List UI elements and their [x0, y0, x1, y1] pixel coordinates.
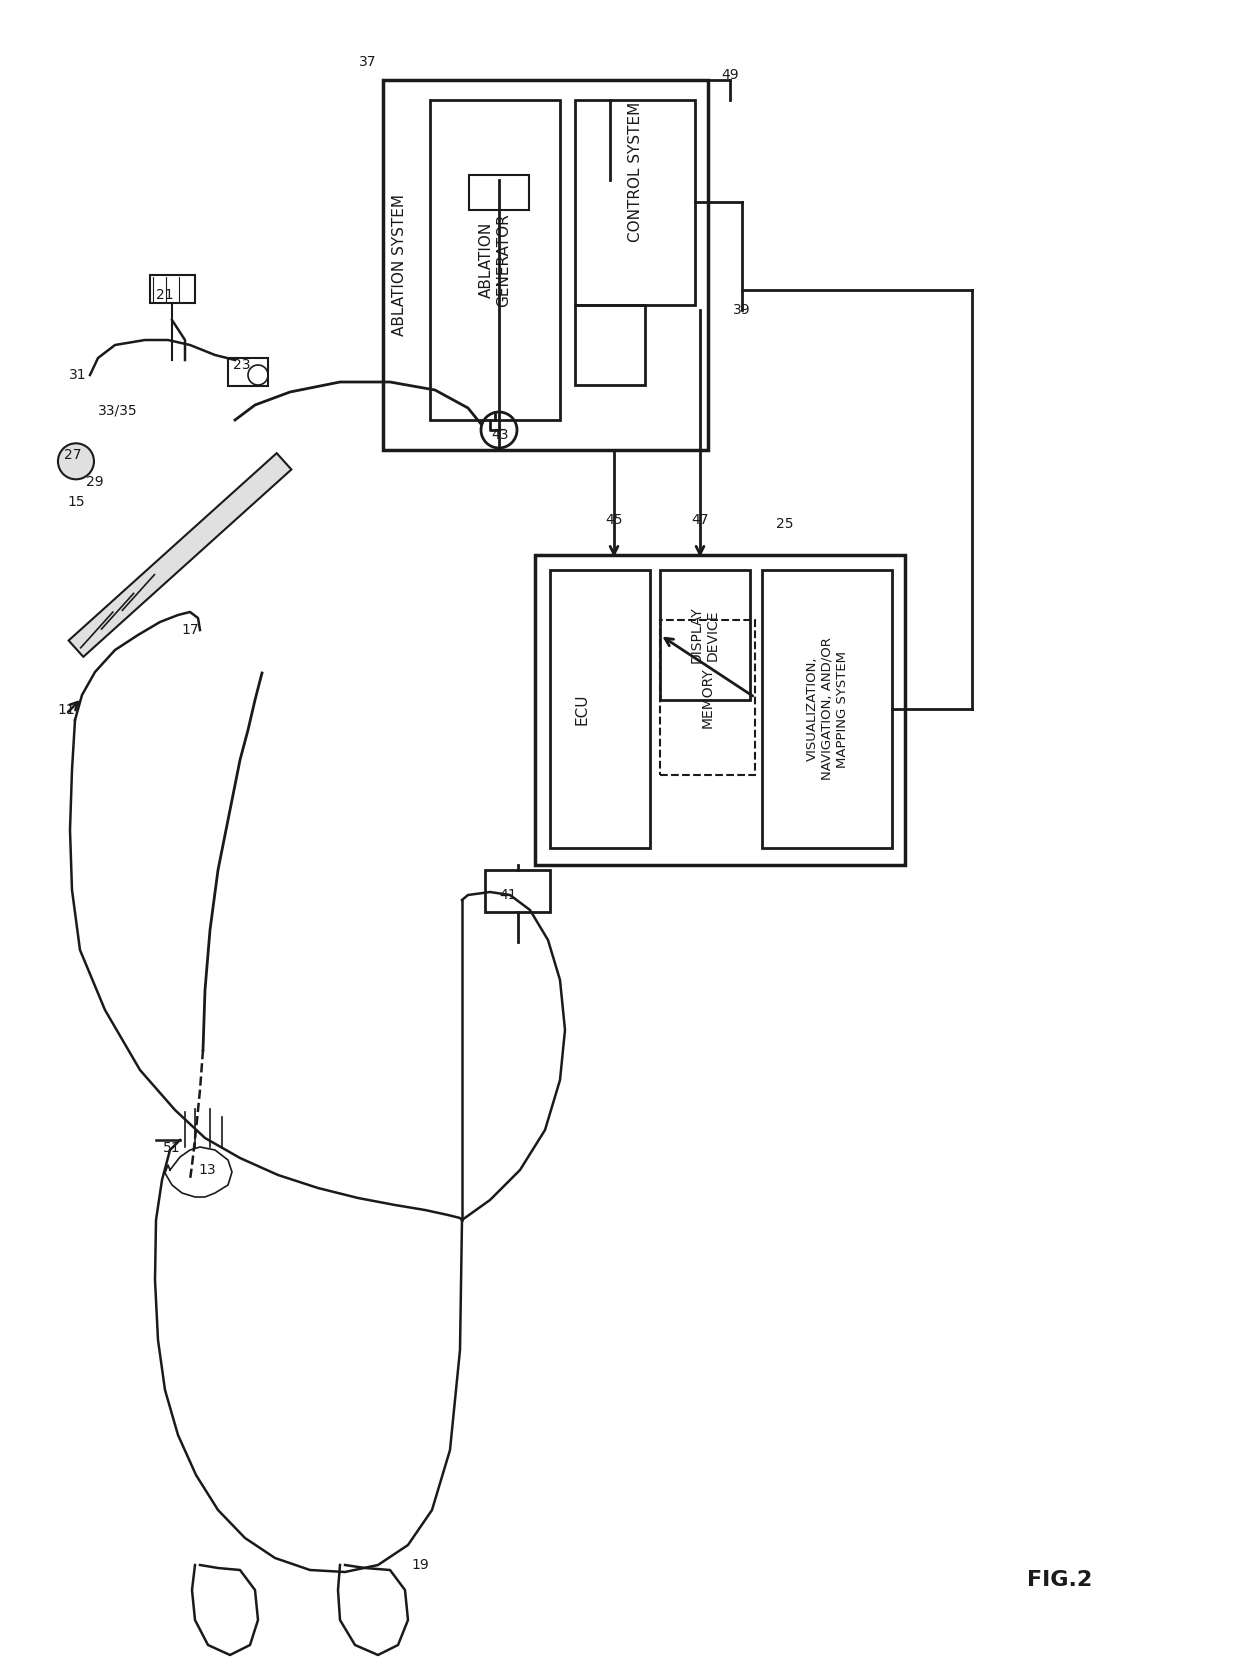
- Bar: [660, 570, 750, 701]
- Bar: [763, 570, 892, 848]
- Text: CONTROL SYSTEM: CONTROL SYSTEM: [627, 102, 642, 241]
- Bar: [383, 80, 708, 449]
- Text: 49: 49: [722, 69, 739, 82]
- Text: ABLATION
GENERATOR: ABLATION GENERATOR: [479, 213, 511, 307]
- Text: MEMORY: MEMORY: [701, 667, 714, 727]
- Text: 37: 37: [360, 55, 377, 69]
- Bar: [575, 305, 645, 385]
- Text: 19: 19: [412, 1559, 429, 1572]
- Circle shape: [58, 444, 94, 479]
- Polygon shape: [68, 453, 291, 657]
- Text: FIG.2: FIG.2: [1028, 1570, 1092, 1591]
- Bar: [228, 359, 268, 385]
- Bar: [534, 555, 905, 865]
- Bar: [575, 101, 694, 305]
- Text: 31: 31: [69, 369, 87, 382]
- Text: 11: 11: [57, 702, 74, 717]
- Text: 45: 45: [605, 513, 622, 526]
- Text: VISUALIZATION,
NAVIGATION, AND/OR
MAPPING SYSTEM: VISUALIZATION, NAVIGATION, AND/OR MAPPIN…: [806, 637, 848, 781]
- Bar: [551, 570, 650, 848]
- Bar: [150, 275, 195, 303]
- Text: 41: 41: [500, 888, 517, 902]
- Text: 13: 13: [198, 1163, 216, 1177]
- Bar: [485, 870, 551, 912]
- Text: ECU: ECU: [574, 694, 589, 724]
- Text: 21: 21: [156, 288, 174, 302]
- Text: 23: 23: [233, 359, 250, 372]
- Text: 25: 25: [776, 516, 794, 531]
- Text: 43: 43: [491, 427, 508, 442]
- Text: 33/35: 33/35: [98, 402, 138, 417]
- Text: 51: 51: [164, 1141, 181, 1155]
- Text: 15: 15: [67, 494, 84, 510]
- Text: 17: 17: [181, 623, 198, 637]
- Text: ABLATION SYSTEM: ABLATION SYSTEM: [392, 194, 407, 335]
- Text: 29: 29: [87, 474, 104, 489]
- Text: +: +: [492, 421, 506, 439]
- Bar: [469, 174, 529, 210]
- Bar: [430, 101, 560, 421]
- Text: 27: 27: [64, 447, 82, 463]
- Text: DISPLAY
DEVICE: DISPLAY DEVICE: [689, 607, 720, 664]
- Text: 47: 47: [691, 513, 709, 526]
- Bar: [660, 620, 755, 774]
- Text: 39: 39: [733, 303, 750, 317]
